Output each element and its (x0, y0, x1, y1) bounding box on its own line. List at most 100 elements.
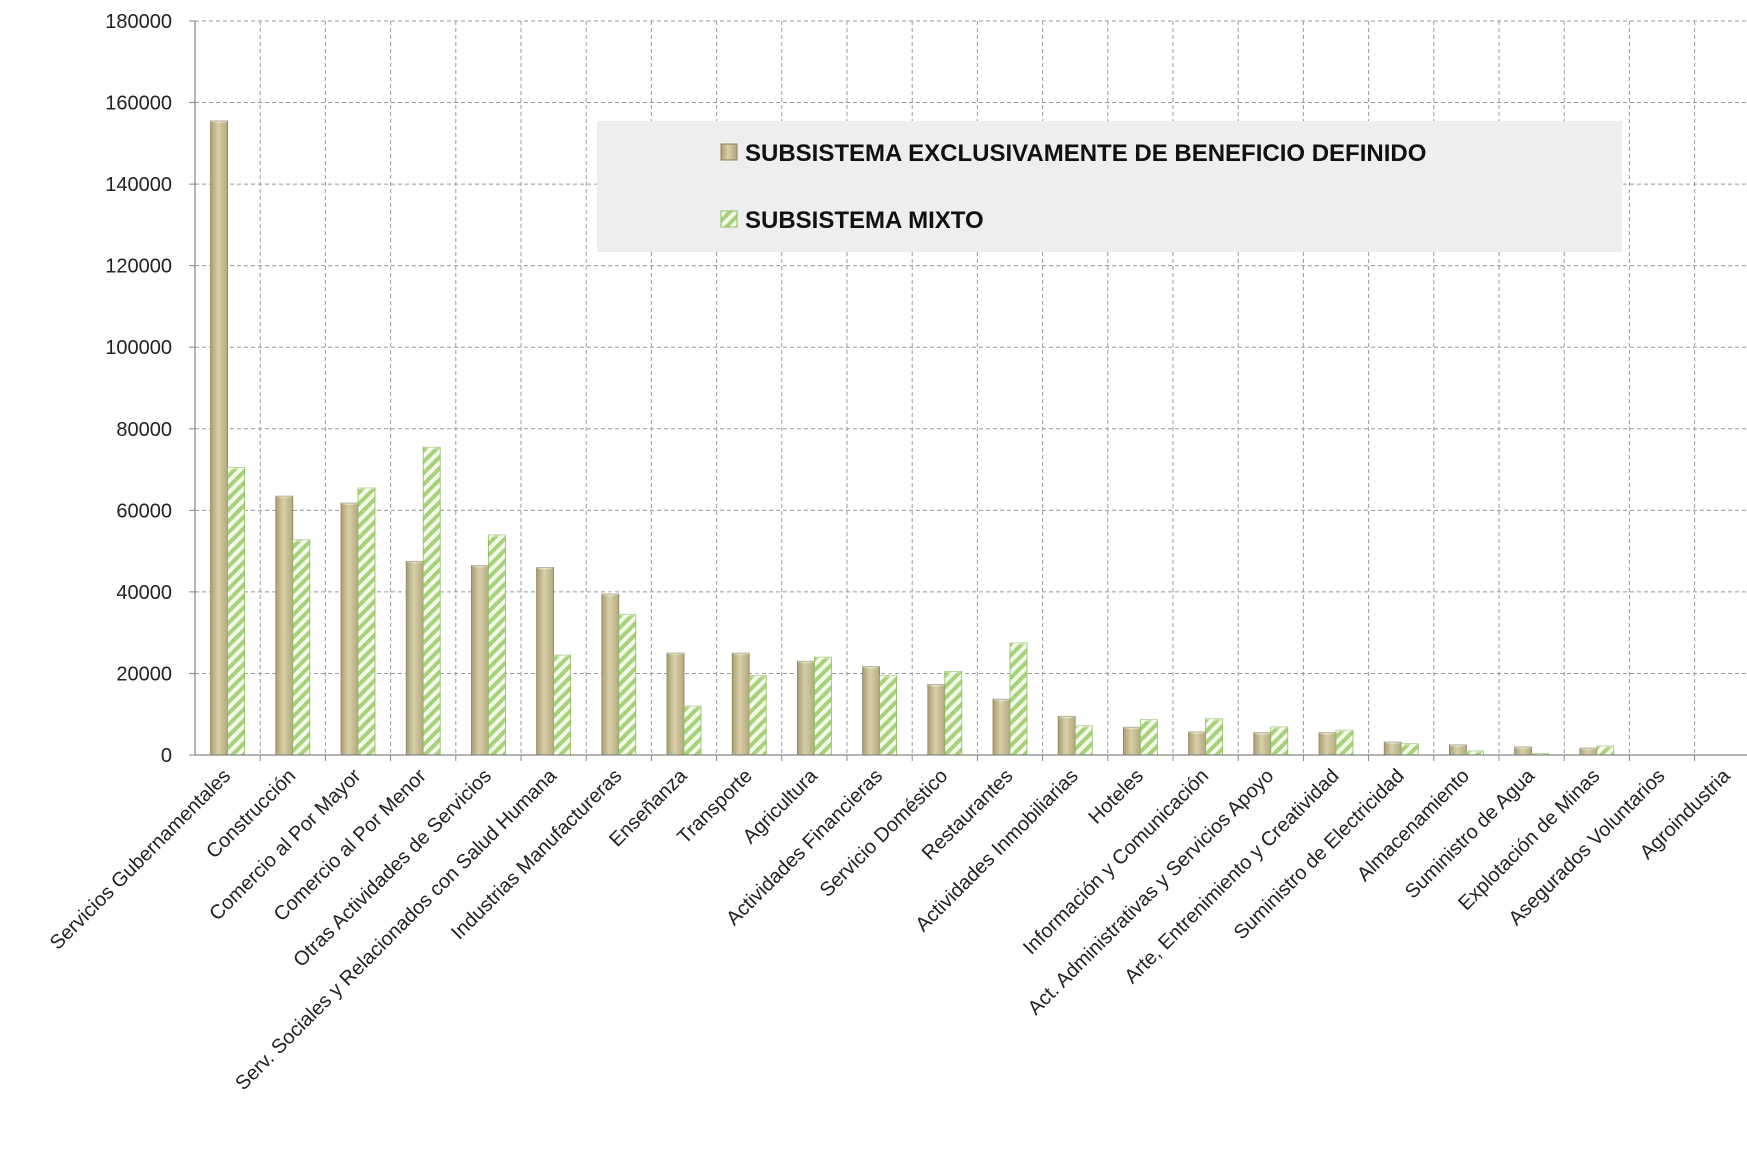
bar-mixto (487, 534, 506, 756)
bar-beneficio-definido-highlight (341, 500, 358, 506)
legend-label-beneficio-definido: SUBSISTEMA EXCLUSIVAMENTE DE BENEFICIO D… (745, 140, 1426, 167)
bar-mixto-highlight (1466, 748, 1484, 754)
bar-beneficio-definido (536, 567, 554, 756)
bar-beneficio-definido (927, 684, 946, 756)
y-tick-label: 40000 (116, 582, 172, 604)
legend-swatch-beneficio-definido (720, 143, 738, 161)
bar-mixto (422, 446, 441, 756)
y-tick-label: 120000 (105, 256, 172, 278)
bar-mixto-highlight (879, 673, 897, 678)
x-category-label: Hoteles (1084, 765, 1148, 829)
bar-mixto-highlight (814, 654, 832, 660)
bar-mixto (879, 675, 897, 756)
x-category-label: Servicios Gubernamentales (46, 765, 235, 954)
x-category-label: Servicio Doméstico (816, 765, 953, 902)
bar-beneficio-definido-highlight (210, 118, 228, 124)
bar-beneficio-definido-highlight (667, 650, 684, 656)
bar-mixto (814, 656, 832, 756)
bar-beneficio-definido (731, 652, 750, 756)
bar-mixto-highlight (292, 537, 310, 542)
bar-beneficio-definido (1253, 732, 1272, 756)
bar-mixto-highlight (749, 673, 767, 678)
bar-beneficio-definido-highlight (1319, 730, 1336, 735)
bar-mixto (292, 539, 311, 756)
y-tick-label: 20000 (116, 663, 172, 685)
x-axis: Servicios GubernamentalesConstrucciónCom… (46, 754, 1747, 1095)
bar-beneficio-definido (862, 666, 880, 756)
bar-beneficio-definido-highlight (601, 591, 619, 597)
bar-mixto-highlight (227, 465, 245, 470)
legend-background (597, 121, 1622, 252)
bar-mixto-highlight (1336, 727, 1353, 733)
bar-beneficio-definido-highlight (1188, 729, 1206, 734)
bar-mixto (1074, 725, 1093, 756)
bar-mixto-highlight (1270, 724, 1288, 730)
bar-beneficio-definido (666, 652, 685, 756)
bar-beneficio-definido-highlight (993, 696, 1010, 702)
bar-mixto-highlight (1401, 741, 1419, 746)
y-tick-label: 80000 (116, 419, 172, 441)
bar-beneficio-definido (1057, 715, 1076, 756)
bar-beneficio-definido-highlight (1058, 714, 1076, 719)
bar-mixto-highlight (684, 703, 701, 709)
bar-beneficio-definido-highlight (797, 659, 815, 664)
y-tick-label: 100000 (105, 337, 172, 359)
bar-mixto-highlight (1140, 717, 1158, 722)
bar-beneficio-definido-highlight (1384, 739, 1402, 745)
bar-mixto (1205, 718, 1223, 756)
bar-mixto (1009, 642, 1028, 756)
bar-beneficio-definido-highlight (1449, 742, 1467, 748)
bar-beneficio-definido-highlight (862, 664, 880, 669)
bar-beneficio-definido (1188, 731, 1206, 756)
bar-beneficio-definido-highlight (1579, 745, 1597, 751)
y-tick-label: 160000 (105, 93, 172, 115)
bar-mixto (553, 654, 571, 756)
bar-mixto-highlight (423, 444, 441, 450)
bar-beneficio-definido (405, 560, 424, 756)
bar-beneficio-definido (1318, 732, 1337, 756)
bar-mixto-highlight (553, 652, 571, 658)
bar-beneficio-definido (1123, 726, 1141, 756)
bar-mixto-highlight (1596, 743, 1614, 749)
bar-beneficio-definido (601, 593, 620, 756)
bar-mixto-highlight (1075, 723, 1093, 728)
bar-mixto-highlight (1010, 640, 1027, 646)
legend-label-mixto: SUBSISTEMA MIXTO (745, 207, 984, 234)
bar-beneficio-definido (210, 120, 229, 756)
bar-mixto-highlight (488, 532, 506, 537)
bar-beneficio-definido (275, 495, 294, 756)
bar-beneficio-definido (470, 564, 489, 756)
bar-beneficio-definido-highlight (1253, 730, 1271, 735)
bar-beneficio-definido (340, 502, 359, 756)
bar-beneficio-definido-highlight (471, 563, 489, 568)
bar-beneficio-definido-highlight (536, 565, 554, 570)
bar-mixto (944, 671, 963, 756)
legend-swatch-mixto (720, 210, 738, 228)
bar-mixto (1270, 726, 1289, 756)
y-axis: 180000 160000 140000 120000 100000 80000 60000… (105, 11, 196, 767)
bar-mixto (618, 613, 637, 756)
bar-beneficio-definido-highlight (1123, 725, 1141, 730)
bar-mixto-highlight (358, 485, 375, 491)
bar-mixto (748, 675, 767, 756)
legend: SUBSISTEMA EXCLUSIVAMENTE DE BENEFICIO D… (597, 121, 1622, 252)
x-category-label: Act. Administrativas y Servicios Apoyo (1024, 765, 1279, 1020)
bar-mixto-highlight (618, 612, 636, 617)
bar-mixto (357, 487, 376, 756)
y-tick-label: 0 (161, 745, 172, 767)
bar-mixto-highlight (944, 669, 962, 674)
bar-beneficio-definido (992, 698, 1011, 756)
y-tick-label: 180000 (105, 11, 172, 33)
bar-mixto (1140, 719, 1158, 756)
x-category-label: Almacenamiento (1353, 765, 1474, 886)
y-tick-label: 140000 (105, 174, 172, 196)
bar-mixto-highlight (1205, 716, 1223, 721)
bar-beneficio-definido-highlight (732, 650, 750, 656)
bar-mixto (227, 467, 246, 756)
bar-beneficio-definido-highlight (406, 559, 424, 564)
bar-beneficio-definido-highlight (1514, 744, 1532, 750)
bar-beneficio-definido-highlight (275, 493, 293, 499)
bar-mixto (683, 705, 702, 756)
y-tick-label: 60000 (116, 500, 172, 522)
